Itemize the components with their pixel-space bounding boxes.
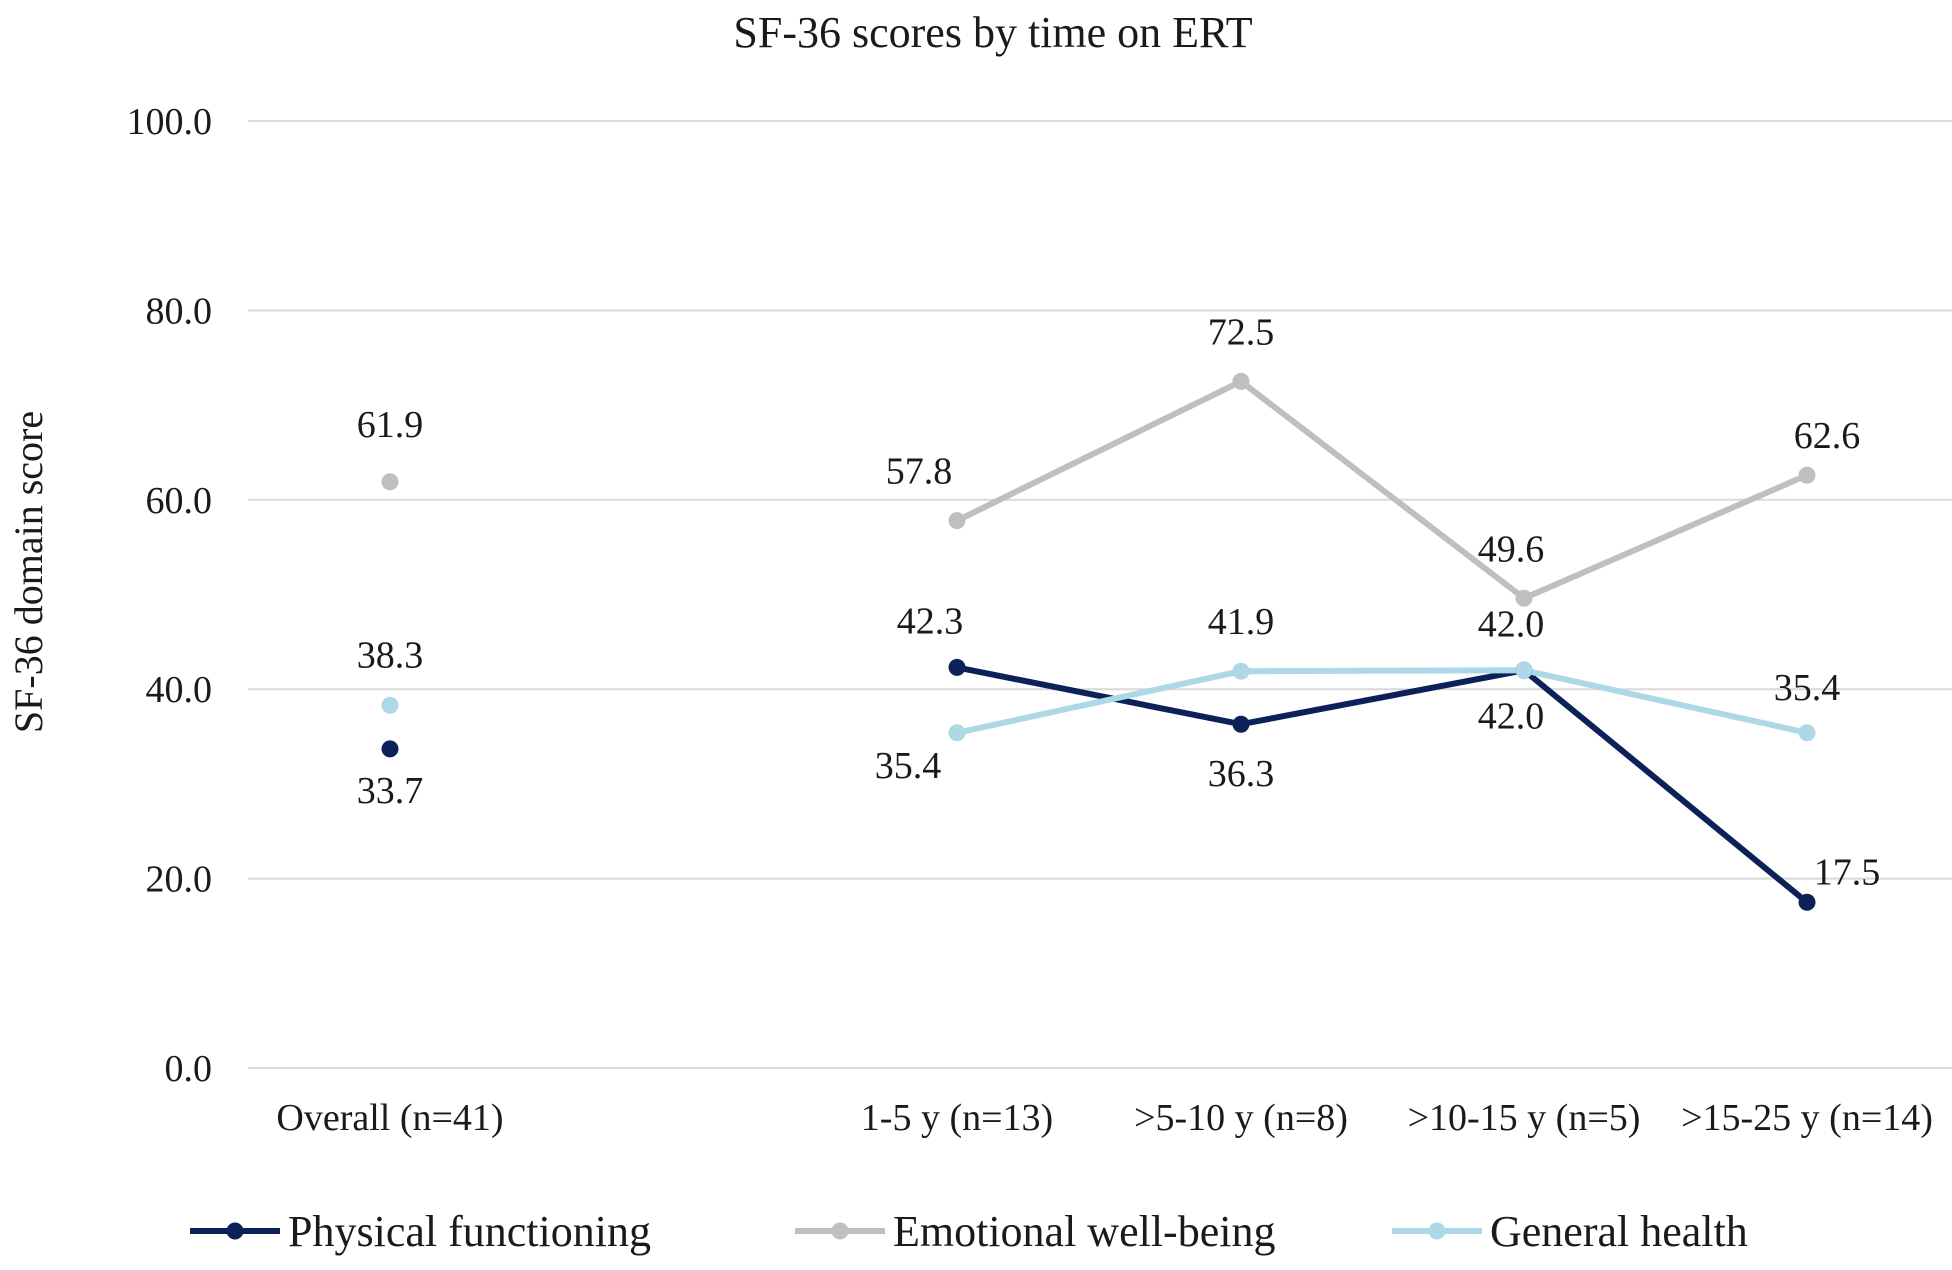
series-lines — [955, 378, 1809, 905]
y-tick-labels: 0.0 20.0 40.0 60.0 80.0 100.0 — [127, 101, 213, 1090]
data-label: 38.3 — [357, 634, 424, 676]
data-label: 49.6 — [1478, 528, 1545, 570]
data-label: 42.3 — [897, 600, 964, 642]
x-tick-label: >5-10 y (n=8) — [1134, 1097, 1348, 1139]
gridlines — [248, 120, 1952, 1069]
series-line — [956, 667, 1808, 736]
data-label: 41.9 — [1208, 601, 1275, 643]
y-tick-label: 100.0 — [127, 101, 213, 143]
y-tick-label: 40.0 — [146, 669, 213, 711]
x-tick-label: >10-15 y (n=5) — [1408, 1097, 1641, 1139]
data-label: 36.3 — [1208, 753, 1275, 795]
y-tick-label: 0.0 — [165, 1048, 213, 1090]
x-tick-label: Overall (n=41) — [276, 1097, 503, 1139]
data-label: 42.0 — [1478, 603, 1545, 645]
data-point — [1798, 466, 1816, 484]
data-point — [1515, 661, 1533, 679]
data-points — [381, 372, 1816, 911]
data-label: 35.4 — [1774, 667, 1841, 709]
x-tick-labels: Overall (n=41) 1-5 y (n=13) >5-10 y (n=8) >… — [276, 1097, 1933, 1139]
x-tick-label: 1-5 y (n=13) — [861, 1097, 1053, 1139]
y-tick-label: 60.0 — [146, 480, 213, 522]
legend-marker — [226, 1222, 244, 1240]
legend: Physical functioning Emotional well-being… — [190, 1207, 1748, 1256]
data-point — [948, 658, 966, 676]
data-point — [1232, 662, 1250, 680]
data-label: 57.8 — [886, 451, 953, 493]
data-label: 35.4 — [875, 745, 942, 787]
legend-label: Physical functioning — [288, 1207, 651, 1256]
data-point — [1232, 372, 1250, 390]
data-point — [1798, 724, 1816, 742]
legend-marker — [831, 1222, 849, 1240]
legend-label: General health — [1490, 1207, 1748, 1256]
y-axis-label: SF-36 domain score — [6, 411, 51, 733]
data-labels: 33.7 42.3 36.3 42.0 17.5 61.9 57.8 72.5 49.6 62.6… — [357, 311, 1881, 893]
series-line — [955, 378, 1809, 602]
data-label: 72.5 — [1208, 311, 1275, 353]
x-tick-label: >15-25 y (n=14) — [1681, 1097, 1933, 1139]
y-tick-label: 20.0 — [146, 859, 213, 901]
data-point — [948, 512, 966, 530]
data-label: 42.0 — [1478, 695, 1545, 737]
data-point — [1515, 589, 1533, 607]
legend-marker — [1428, 1222, 1446, 1240]
data-point — [1232, 715, 1250, 733]
data-point — [381, 696, 399, 714]
series-line — [956, 664, 1809, 905]
data-label: 61.9 — [357, 404, 424, 446]
data-label: 33.7 — [357, 770, 424, 812]
data-point — [948, 724, 966, 742]
data-point — [1798, 893, 1816, 911]
y-tick-label: 80.0 — [146, 290, 213, 332]
data-point — [381, 740, 399, 758]
data-point — [381, 473, 399, 491]
legend-label: Emotional well-being — [893, 1207, 1275, 1256]
chart-title: SF-36 scores by time on ERT — [733, 8, 1252, 57]
data-label: 17.5 — [1814, 851, 1881, 893]
data-label: 62.6 — [1794, 415, 1861, 457]
